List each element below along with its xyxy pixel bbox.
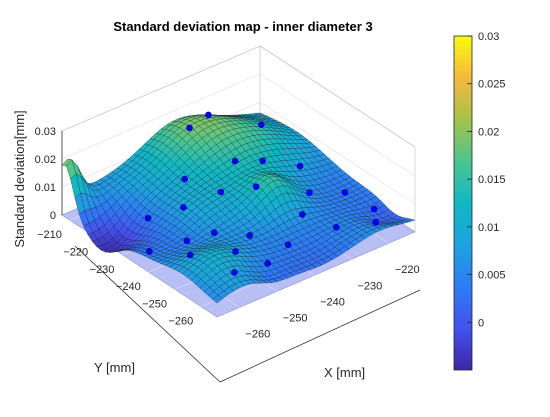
colorbar-tick-label: 0.03 (478, 31, 499, 43)
measurement-point (180, 204, 187, 211)
measurement-point (372, 219, 380, 226)
z-axis-label: Standard deviation[mm] (12, 110, 27, 247)
measurement-point (264, 260, 272, 267)
measurement-point (231, 157, 239, 165)
x-axis-label: X [mm] (324, 365, 365, 380)
measurement-point (296, 162, 304, 170)
x-axis-line (219, 289, 421, 383)
top-edge-right (259, 45, 416, 148)
measurement-point (183, 237, 191, 245)
measurement-point (306, 189, 313, 196)
colorbar-tick-label: 0.025 (478, 79, 506, 91)
wall-gridline (61, 101, 416, 205)
measurement-point (370, 205, 378, 213)
colorbar-tick-label: 0 (478, 317, 484, 329)
x-tick-label: −250 (283, 312, 308, 324)
measurement-point (186, 124, 193, 132)
x-tick-label: −240 (320, 296, 345, 308)
colorbar-tick-label: 0.015 (478, 174, 506, 186)
top-edge-left (61, 45, 261, 132)
measurement-point (332, 224, 340, 231)
front-axes (61, 131, 421, 383)
measurement-point (187, 251, 194, 259)
measurement-point (146, 248, 153, 255)
measurement-point (298, 211, 306, 218)
deviation-surface (61, 112, 416, 304)
measurement-point (284, 241, 292, 249)
chart-title: Standard deviation map - inner diameter … (113, 19, 372, 34)
y-tick-label: −240 (116, 281, 141, 293)
colorbar-tick-label: 0.02 (478, 126, 499, 138)
colorbar (453, 35, 473, 371)
y-tick-label: −210 (37, 229, 62, 241)
wall-gridline (61, 73, 416, 177)
measurement-point (252, 183, 260, 190)
x-tick-labels: −260 −250 −240 −230 −220 (245, 264, 419, 340)
y-tick-label: −250 (142, 298, 167, 310)
measurement-point (341, 189, 349, 196)
colorbar-tick-label: 0.005 (478, 270, 506, 282)
measurement-point (181, 175, 188, 183)
x-tick-label: −220 (395, 264, 420, 276)
measurement-point (217, 188, 225, 196)
measurement-points (144, 111, 380, 276)
y-tick-label: −220 (63, 246, 88, 258)
measurement-point (257, 121, 265, 128)
measurement-point (205, 111, 212, 119)
z-tick-label: 0.02 (35, 154, 56, 166)
measurement-point (211, 229, 218, 237)
measurement-point (231, 269, 238, 276)
y-tick-labels: −260−250−240−230−220−210 (37, 229, 193, 327)
measurement-point (259, 157, 266, 165)
surface-patch (212, 294, 223, 304)
y-axis-line (74, 245, 221, 383)
colorbar-ticks: 0 0.005 0.01 0.015 0.02 0.025 0.03 (467, 31, 506, 329)
x-tick-label: −260 (245, 328, 270, 340)
y-tick-label: −260 (168, 316, 193, 328)
z-tick-labels: 0 0.01 0.02 0.03 (35, 126, 56, 222)
x-tick-label: −230 (357, 280, 382, 292)
z-tick-label: 0 (50, 210, 56, 222)
measurement-point (246, 232, 253, 239)
y-tick-label: −230 (90, 264, 115, 276)
colorbar-tick-label: 0.01 (478, 222, 499, 234)
z-tick-label: 0.01 (35, 182, 56, 194)
measurement-point (144, 214, 152, 222)
z-tick-label: 0.03 (35, 126, 56, 138)
y-axis-label: Y [mm] (94, 360, 135, 375)
measurement-point (232, 248, 239, 255)
